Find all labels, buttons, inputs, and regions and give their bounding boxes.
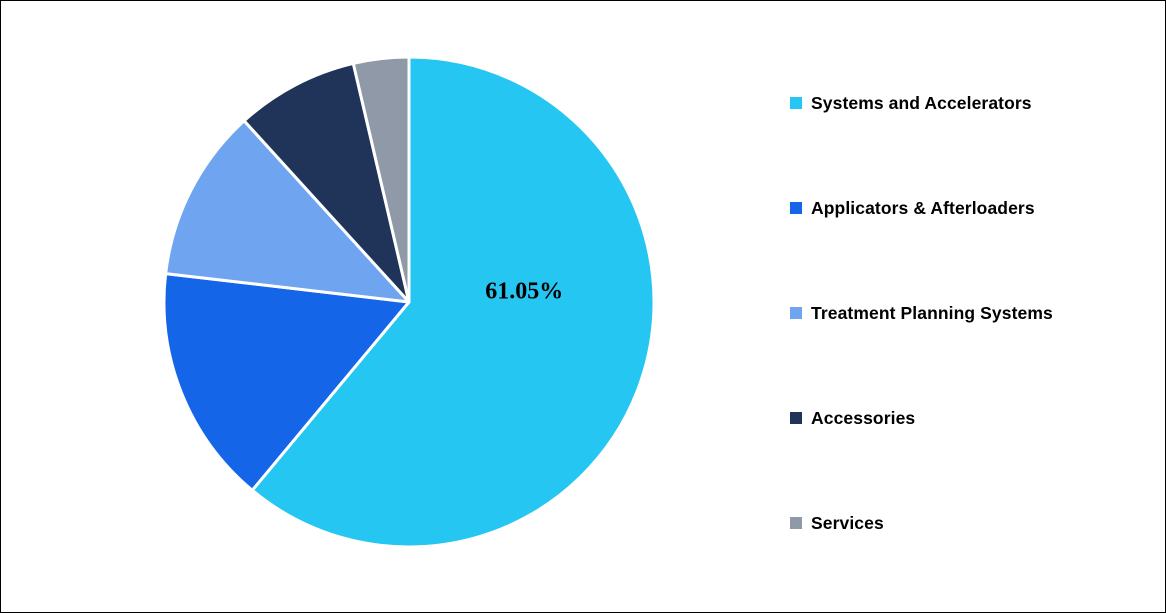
legend-item: Applicators & Afterloaders: [790, 195, 1053, 221]
legend-label: Accessories: [811, 407, 916, 428]
legend-swatch-icon: [790, 307, 802, 319]
legend-item: Systems and Accelerators: [790, 90, 1053, 116]
legend-label: Systems and Accelerators: [811, 92, 1032, 113]
pie-slice-0: [250, 55, 656, 549]
legend-swatch-icon: [790, 97, 802, 109]
legend-item: Accessories: [790, 405, 1053, 431]
legend-label: Applicators & Afterloaders: [811, 197, 1035, 218]
legend-item: Treatment Planning Systems: [790, 300, 1053, 326]
legend-label: Services: [811, 512, 884, 533]
chart-legend: Systems and Accelerators Applicators & A…: [790, 90, 1053, 536]
pie-slices: [162, 55, 656, 549]
pie-slice-2: [164, 119, 411, 304]
legend-swatch-icon: [790, 202, 802, 214]
legend-item: Services: [790, 510, 1053, 536]
legend-swatch-icon: [790, 517, 802, 529]
legend-swatch-icon: [790, 412, 802, 424]
pie-slice-1: [162, 272, 411, 492]
pie-slice-4: [351, 55, 411, 304]
legend-label: Treatment Planning Systems: [811, 302, 1053, 323]
pie-data-label: 61.05%: [485, 279, 563, 305]
pie-slice-3: [242, 61, 411, 304]
